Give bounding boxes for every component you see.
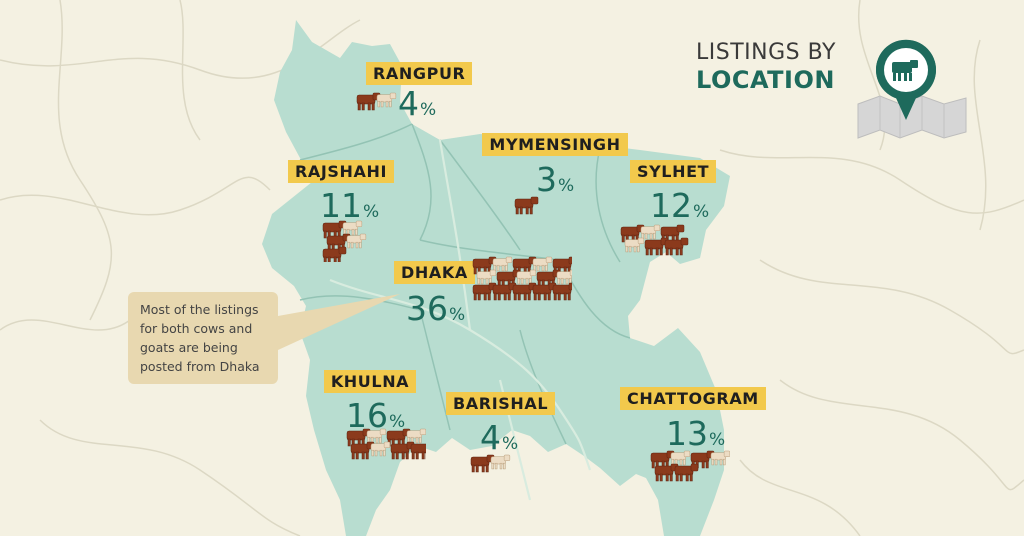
- goat-icon: [476, 269, 497, 285]
- region-khulna: KHULNA: [322, 370, 418, 393]
- cow-icon: [644, 237, 669, 256]
- cow-icon: [620, 224, 645, 243]
- region-value: 3%: [536, 160, 575, 199]
- cow-icon: [674, 463, 699, 482]
- goat-icon: [532, 256, 553, 272]
- region-value: 36%: [406, 289, 466, 328]
- animal-cluster-khulna: [346, 428, 426, 460]
- cow-icon: [552, 282, 572, 301]
- region-mymensingh: MYMENSINGH: [480, 133, 630, 156]
- animal-cluster-rangpur: [356, 92, 397, 111]
- animal-cluster-chattogram: [650, 450, 730, 482]
- goat-icon: [406, 428, 426, 444]
- region-value: 12%: [650, 186, 710, 225]
- goat-icon: [516, 269, 537, 285]
- goat-icon: [710, 450, 730, 466]
- cow-icon: [410, 443, 426, 460]
- region-rajshahi: RAJSHAHI: [286, 160, 396, 183]
- region-name: RAJSHAHI: [287, 160, 395, 183]
- callout-text: Most of the listings for both cows and g…: [140, 302, 260, 374]
- map-pin-cow-icon: [857, 39, 967, 139]
- callout-box: Most of the listings for both cows and g…: [128, 292, 278, 384]
- goat-icon: [670, 450, 691, 466]
- cow-icon: [514, 196, 539, 215]
- animal-cluster-sylhet: [620, 224, 689, 256]
- region-sylhet: SYLHET: [630, 160, 717, 183]
- cow-icon: [390, 441, 415, 460]
- goat-icon: [366, 428, 387, 444]
- animal-cluster-dhaka: [472, 256, 572, 301]
- region-name: CHATTOGRAM: [620, 387, 766, 410]
- title-line-2: LOCATION: [696, 66, 835, 94]
- region-barishal: BARISHAL: [446, 392, 556, 415]
- cow-icon: [346, 428, 371, 447]
- goat-icon: [492, 256, 513, 272]
- region-name: MYMENSINGH: [482, 133, 628, 156]
- cow-icon: [536, 269, 561, 288]
- division-borders: [299, 123, 631, 445]
- animal-cluster-rajshahi: [322, 220, 367, 262]
- region-rangpur: RANGPUR: [366, 62, 473, 85]
- title-line-1: LISTINGS BY: [696, 40, 836, 65]
- goat-icon: [370, 441, 391, 457]
- region-chattogram: CHATTOGRAM: [620, 387, 766, 410]
- region-value: 16%: [346, 396, 406, 435]
- title-block: LISTINGS BY LOCATION: [696, 40, 836, 94]
- goat-icon: [342, 220, 363, 236]
- cow-icon: [322, 246, 347, 262]
- cow-icon: [532, 282, 557, 301]
- region-value: 11%: [320, 186, 380, 225]
- goat-icon: [346, 233, 367, 249]
- cow-icon: [492, 282, 517, 301]
- cow-icon: [472, 282, 497, 301]
- region-name: RANGPUR: [366, 62, 473, 85]
- animal-cluster-mymensingh: [514, 196, 539, 215]
- goat-icon: [376, 92, 397, 108]
- cow-icon: [654, 463, 679, 482]
- region-name: KHULNA: [323, 370, 417, 393]
- cow-icon: [386, 428, 411, 447]
- goat-icon: [640, 224, 661, 240]
- goat-icon: [624, 237, 645, 253]
- cow-icon: [326, 233, 351, 252]
- region-name: DHAKA: [394, 261, 475, 284]
- callout-pointer: [278, 294, 400, 350]
- cow-icon: [350, 441, 375, 460]
- goat-icon: [490, 454, 511, 470]
- region-dhaka: DHAKA: [394, 261, 475, 284]
- region-value: 4%: [398, 84, 437, 123]
- animal-cluster-barishal: [470, 454, 511, 473]
- region-value: 4%: [480, 418, 519, 457]
- cow-icon: [664, 237, 689, 256]
- cow-icon: [322, 220, 347, 239]
- cow-icon: [470, 454, 495, 473]
- cow-icon: [512, 282, 537, 301]
- goat-icon: [556, 269, 572, 285]
- cow-icon: [650, 450, 675, 469]
- region-name: BARISHAL: [446, 392, 556, 415]
- cow-icon: [496, 269, 521, 288]
- region-value: 13%: [666, 414, 726, 453]
- region-name: SYLHET: [630, 160, 717, 183]
- cow-icon: [356, 92, 381, 111]
